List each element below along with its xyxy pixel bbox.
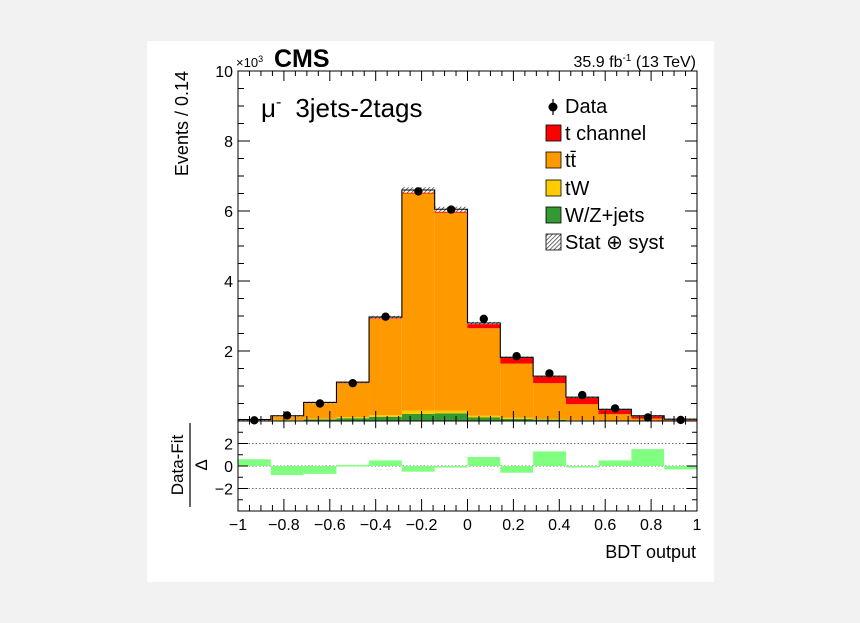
x-tick-label: 0 <box>463 517 472 534</box>
x-tick-label: 0.8 <box>640 517 662 534</box>
y-tick-label: 6 <box>224 204 233 221</box>
x-axis-title: BDT output <box>605 542 696 562</box>
stack-bar <box>369 319 402 415</box>
ratio-bar <box>533 451 566 466</box>
y-axis-title: Events / 0.14 <box>172 71 192 176</box>
stack-bar <box>435 411 468 414</box>
x-tick-label: 1 <box>693 517 702 534</box>
data-point <box>578 391 586 399</box>
stack-bar <box>336 383 369 417</box>
stack-bar <box>468 328 501 416</box>
data-point <box>316 399 324 407</box>
data-point <box>512 352 520 360</box>
ratio-bar <box>664 466 697 469</box>
ratio-bar <box>566 466 599 468</box>
y-tick-label: 8 <box>224 134 233 151</box>
data-point <box>677 416 685 424</box>
legend-entry-t-channel: t channel <box>546 123 646 145</box>
legend-label-wz-jets: W/Z+jets <box>565 205 644 227</box>
data-point <box>381 313 389 321</box>
ratio-bar <box>500 466 533 473</box>
x-tick-label: −0.2 <box>406 517 438 534</box>
x-tick-label: −0.8 <box>268 517 300 534</box>
stack-bar <box>435 213 468 411</box>
ratio-y-tick-label: −2 <box>215 482 233 499</box>
stack-bar <box>369 417 402 421</box>
exponent-label: ×103 <box>236 54 263 70</box>
ratio-bar <box>402 466 435 472</box>
data-point <box>250 416 258 424</box>
stack-bar <box>500 364 533 418</box>
lumi-label: 35.9 fb-1 (13 TeV) <box>574 53 696 71</box>
data-point <box>447 205 455 213</box>
figure-card: ×103 CMS 35.9 fb-1 (13 TeV) μ- 3jets-2tag… <box>147 41 714 582</box>
ratio-y-title-denominator: Δ <box>192 459 211 470</box>
legend: Data t channel tt̄ tW W/Z+jets Stat ⊕ sy… <box>546 96 664 254</box>
stack-bar <box>500 418 533 419</box>
data-point <box>414 187 422 195</box>
ratio-bar <box>336 465 369 467</box>
legend-label-data: Data <box>565 96 608 118</box>
data-point <box>545 369 553 377</box>
x-tick-label: 0.2 <box>502 517 524 534</box>
ratio-y-axis-title: Data-Fit Δ <box>168 423 211 507</box>
stack-bar <box>402 194 435 411</box>
x-tick-label: 0.4 <box>548 517 570 534</box>
stack-bar <box>402 411 435 415</box>
stack-bar <box>533 383 566 419</box>
stack-bar <box>468 418 501 422</box>
ratio-bar <box>468 457 501 466</box>
ratio-plot: −2 0 2 −1 −0.8 −0.6 −0.4 −0.2 0 0.2 0.4 0.6 0.8 1 <box>215 421 702 534</box>
ratio-bar <box>271 466 304 475</box>
x-tick-label: −1 <box>229 517 247 534</box>
stack-bar <box>369 415 402 417</box>
legend-label-stat-syst: Stat ⊕ syst <box>565 232 664 254</box>
stack-bar <box>435 413 468 421</box>
stack-bar <box>533 419 566 420</box>
ratio-bar <box>435 466 468 468</box>
legend-entry-data: Data <box>549 96 609 118</box>
data-point <box>349 379 357 387</box>
ratio-bar <box>238 459 271 466</box>
cms-label: CMS <box>274 45 330 73</box>
ratio-bars <box>238 449 697 475</box>
data-point <box>611 404 619 412</box>
legend-label-t-channel: t channel <box>565 123 646 145</box>
stack-bar <box>402 414 435 421</box>
ratio-bar <box>599 460 632 466</box>
y-tick-label: 4 <box>224 274 233 291</box>
ratio-y-tick-label: 0 <box>224 459 233 476</box>
ratio-bar <box>369 460 402 466</box>
y-tick-label: 2 <box>224 344 233 361</box>
channel-label: μ- 3jets-2tags <box>261 93 423 123</box>
stack-bar <box>599 414 632 420</box>
legend-label-ttbar: tt̄ <box>565 150 577 172</box>
legend-label-tw: tW <box>565 178 590 200</box>
bdt-output-chart: ×103 CMS 35.9 fb-1 (13 TeV) μ- 3jets-2tag… <box>147 41 714 582</box>
legend-entry-wz-jets: W/Z+jets <box>546 205 644 227</box>
legend-entry-stat-syst: Stat ⊕ syst <box>546 232 664 254</box>
x-tick-label: 0.6 <box>594 517 616 534</box>
legend-entry-ttbar: tt̄ <box>546 150 577 172</box>
x-tick-label: −0.4 <box>360 517 392 534</box>
ratio-bar <box>631 449 664 466</box>
x-axis: −1 −0.8 −0.6 −0.4 −0.2 0 0.2 0.4 0.6 0.8 1 <box>229 421 702 534</box>
x-tick-label: −0.6 <box>314 517 346 534</box>
data-point <box>480 315 488 323</box>
stack-bar <box>468 416 501 418</box>
stack-bar <box>304 419 337 420</box>
ratio-bar <box>304 466 337 474</box>
ratio-y-title-numerator: Data-Fit <box>168 435 187 496</box>
y-tick-label: 10 <box>215 64 233 81</box>
ratio-y-tick-label: 2 <box>224 437 233 454</box>
legend-entry-tw: tW <box>546 178 590 200</box>
